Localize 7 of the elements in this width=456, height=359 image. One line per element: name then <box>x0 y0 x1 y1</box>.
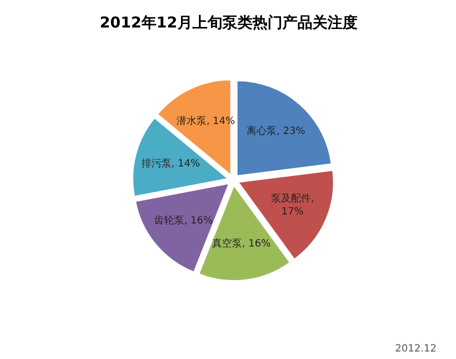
chart-title: 2012年12月上旬泵类热门产品关注度 <box>100 14 358 32</box>
slice-label: 离心泵, 23% <box>246 125 306 138</box>
slice-label: 齿轮泵, 16% <box>154 214 213 227</box>
text: 2012.12 <box>395 344 437 354</box>
slice-label: 排污泵, 14% <box>141 157 200 170</box>
slice-label: 真空泵, 16% <box>212 238 271 250</box>
slice-label: 泵及配件, 17% <box>270 194 314 218</box>
